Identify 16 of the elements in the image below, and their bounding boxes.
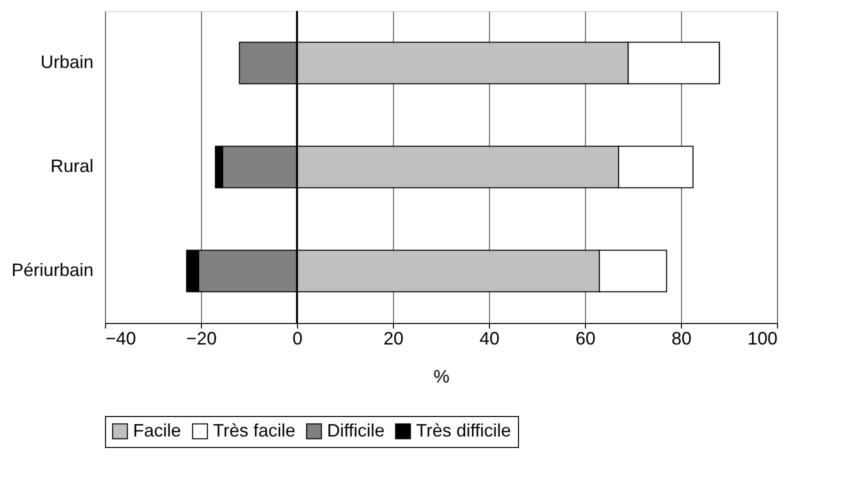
x-tick-label: 0 <box>292 328 303 348</box>
legend-label: Très difficile <box>416 420 512 440</box>
x-tick-label: −40 <box>106 328 136 348</box>
legend-label: Difficile <box>327 420 385 440</box>
x-tick-label: 20 <box>383 328 404 348</box>
y-tick-label: Rural <box>50 156 94 176</box>
x-tick-label: −20 <box>186 328 217 348</box>
x-tick-label: 100 <box>747 328 778 348</box>
legend-label: Très facile <box>213 420 296 440</box>
x-tick-label: 60 <box>575 328 596 348</box>
x-axis-title: % <box>433 366 450 386</box>
x-tick-label: 40 <box>479 328 500 348</box>
y-tick-label: Urbain <box>40 52 94 72</box>
y-tick-label: Périurbain <box>11 260 94 280</box>
legend-label: Facile <box>133 420 182 440</box>
x-tick-label: 80 <box>671 328 692 348</box>
